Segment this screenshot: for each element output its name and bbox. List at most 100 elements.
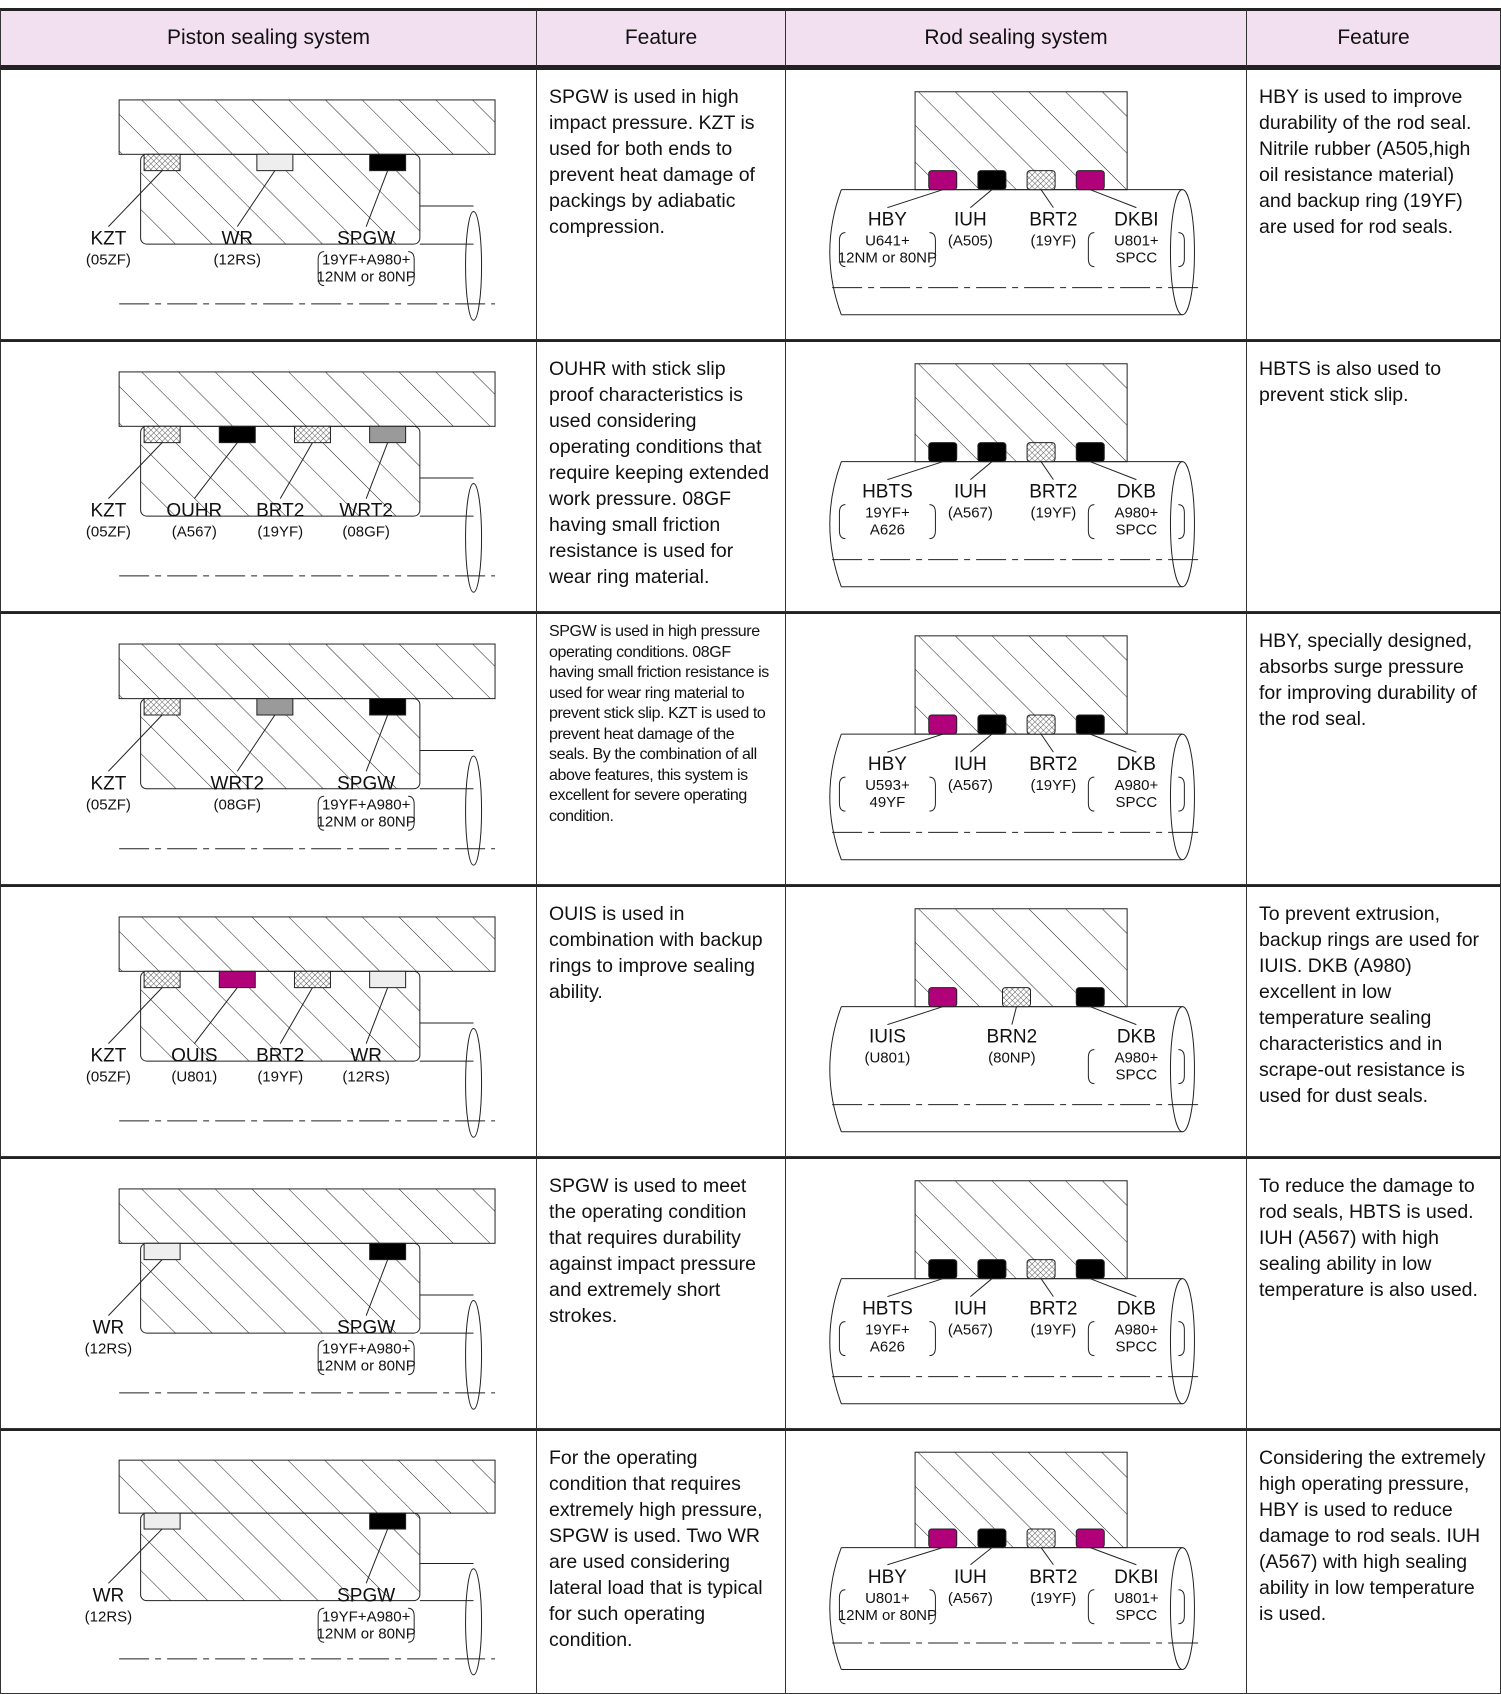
brace (838, 504, 936, 540)
seal (369, 1512, 407, 1530)
seal (928, 714, 958, 735)
seal (143, 970, 181, 989)
leader-line (887, 1006, 943, 1026)
brace (1087, 504, 1185, 540)
shaft-end (1169, 1547, 1195, 1671)
shaft-left (829, 1006, 842, 1132)
leader-line (279, 987, 313, 1044)
brace (1087, 1589, 1185, 1625)
brace (838, 776, 936, 812)
leader-line (1040, 461, 1054, 480)
shaft-end (1169, 733, 1195, 861)
seal-material: A980+ (1114, 505, 1158, 522)
brace (1087, 776, 1185, 812)
leader-line (887, 1547, 943, 1566)
seal (256, 698, 294, 716)
seal (977, 442, 1007, 463)
leader-line (1090, 733, 1137, 753)
rod-end (465, 482, 483, 593)
seal-name: IUH (954, 210, 987, 231)
seal-material: (05ZF) (86, 1069, 131, 1086)
seal-material: (U801) (864, 1050, 910, 1067)
seal-material: A626 (870, 1339, 905, 1356)
seal-name: SPGW (337, 1585, 395, 1606)
seal-name: WRT2 (339, 501, 392, 522)
seal (1026, 714, 1056, 735)
seal-material: (19YF) (1030, 1590, 1076, 1607)
rod-feature: To prevent extrusion, backup rings are u… (1247, 885, 1501, 1157)
housing (118, 916, 496, 972)
shaft (841, 733, 1183, 861)
seal-name: SPGW (337, 229, 395, 250)
rod-diagram-cell: HBTS 19YF+ A626 IUH (A567) BRT2 (19YF) DKB A980+… (786, 340, 1247, 612)
shaft-left (829, 189, 842, 315)
piston-diagram: WR (12RS) SPGW 19YF+A980+12NM or 80NP (85, 1459, 496, 1676)
seal-material: (12RS) (214, 252, 262, 269)
leader-line (108, 987, 163, 1044)
seal-material: U593+ (865, 777, 910, 794)
rod-feature: Considering the extremely high operating… (1247, 1429, 1501, 1694)
piston-diagram-cell: WR (12RS) SPGW 19YF+A980+ 12NM or 80NP (0, 1429, 537, 1694)
leader-line (970, 733, 993, 753)
seal-material: (A505) (948, 233, 993, 250)
seal-material: U801+ (1114, 233, 1159, 250)
seal-name: HBTS (862, 1299, 913, 1320)
piston-diagram-cell: WR (12RS) SPGW 19YF+A980+ 12NM or 80NP (0, 1157, 537, 1429)
shaft-end (1169, 1278, 1195, 1405)
seal-material: A626 (870, 522, 905, 539)
brace (317, 1340, 415, 1376)
leader-line (1040, 733, 1054, 753)
seal-material: (05ZF) (86, 796, 131, 813)
seal (1002, 987, 1031, 1008)
leader-line (365, 987, 389, 1044)
seal (293, 970, 331, 989)
seal-name: KZT (90, 501, 126, 522)
brace (317, 795, 415, 831)
leader-line (887, 189, 943, 209)
leader-line (1011, 1006, 1017, 1025)
rod-diagram-cell: HBY U641+ 12NM or 80NP IUH (A505) BRT2 (19YF) D… (786, 68, 1247, 340)
leader-line (108, 170, 163, 227)
shaft-left (829, 1547, 842, 1670)
seal (143, 698, 181, 716)
seal-name: IUIS (869, 1027, 906, 1048)
piston-feature: SPGW is used in high pressure operating … (537, 612, 786, 885)
seal-material: 49YF (869, 794, 905, 811)
seal-name: BRT2 (256, 1046, 304, 1067)
leader-line (108, 1259, 163, 1316)
seal-material: 12NM or 80NP (317, 269, 416, 286)
leader-line (970, 189, 993, 208)
seal-material: (A567) (948, 1322, 993, 1339)
seal (369, 425, 407, 444)
seal-name: BRN2 (987, 1027, 1038, 1048)
rod (419, 205, 474, 245)
leader-line (970, 461, 993, 480)
seal (143, 425, 181, 444)
leader-line (1090, 1547, 1137, 1566)
seal-name: KZT (90, 229, 126, 250)
seal (369, 970, 407, 989)
leader-line (1090, 1006, 1137, 1026)
seal-material: (12RS) (342, 1069, 390, 1086)
leader-line (279, 442, 313, 499)
seal-material: SPCC (1116, 522, 1158, 539)
leader-line (108, 1528, 163, 1584)
piston-feature: SPGW is used to meet the operating condi… (537, 1157, 786, 1429)
seal-name: SPGW (337, 773, 395, 794)
housing (118, 99, 496, 155)
piston-diagram-cell: KZT (05ZF) WR (12RS) SPGW 19YF+A980+ 12NM or 8… (0, 68, 537, 340)
seal (977, 170, 1007, 191)
rod-end (465, 1568, 483, 1676)
seal-material: (19YF) (1030, 777, 1076, 794)
seal-material: (12RS) (85, 1608, 133, 1625)
shaft-end (1169, 189, 1195, 316)
leader-line (365, 1259, 389, 1316)
seal-name: BRT2 (1029, 1299, 1077, 1320)
rod (419, 477, 474, 517)
seal-name: IUH (954, 482, 987, 503)
shaft (841, 1278, 1183, 1405)
leader-line (365, 170, 389, 227)
brace (1087, 1049, 1185, 1085)
